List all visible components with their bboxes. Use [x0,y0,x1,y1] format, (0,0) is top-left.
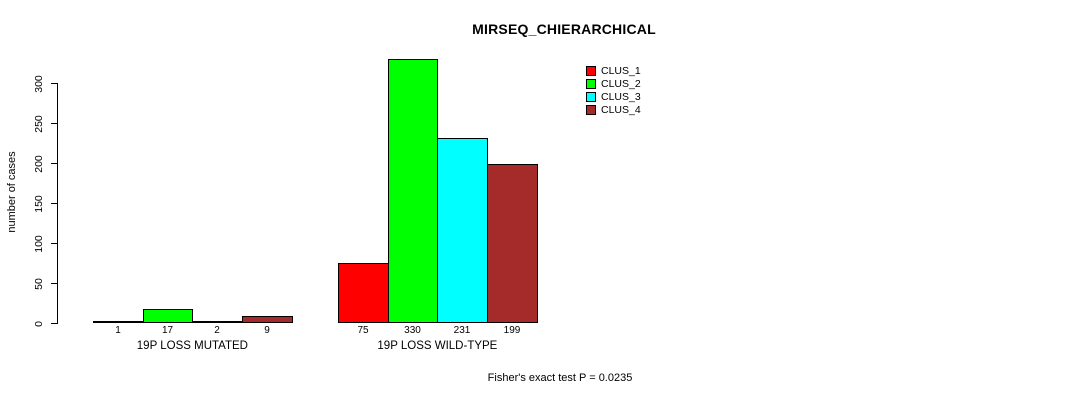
legend: CLUS_1 CLUS_2 CLUS_3 CLUS_4 [586,64,641,116]
legend-swatch [586,78,596,89]
y-tick-label: 250 [33,114,45,133]
bar-value-label: 199 [503,325,521,336]
y-tick-label: 150 [33,194,45,213]
bar-value-label: 1 [115,325,121,336]
legend-swatch [586,104,596,115]
legend-item: CLUS_4 [586,103,641,116]
y-axis-line [57,83,58,324]
legend-swatch [586,65,596,76]
bar-clus-3-group1 [192,321,243,323]
x-category-label: 19P LOSS MUTATED [136,340,248,352]
y-tick-label: 50 [33,277,45,290]
fisher-test-annotation: Fisher's exact test P = 0.0235 [487,372,633,384]
bar-value-label: 75 [357,325,369,336]
y-tick-label: 300 [33,74,45,93]
y-tick-label: 200 [33,154,45,173]
bar-clus-3-group2 [437,138,488,323]
chart-title: MIRSEQ_CHIERARCHICAL [472,21,656,37]
bar-clus-2-group1 [143,309,193,323]
bar-clus-4-group2 [487,164,538,323]
bar-value-label: 2 [214,325,220,336]
bar-value-label: 330 [404,325,421,336]
legend-item: CLUS_2 [586,77,641,90]
y-tick [51,163,57,164]
bar-clus-1-group1 [93,321,144,323]
legend-swatch [586,91,596,102]
legend-label: CLUS_2 [601,77,641,90]
y-tick-label: 100 [33,234,45,253]
bar-clus-1-group2 [338,263,389,323]
y-tick [51,283,57,284]
y-tick-label: 0 [33,320,45,327]
y-tick [51,243,57,244]
y-tick [51,83,57,84]
y-tick [51,123,57,124]
bar-value-label: 17 [161,325,174,336]
legend-item: CLUS_3 [586,90,641,103]
legend-label: CLUS_1 [601,64,641,77]
bar-value-label: 9 [264,325,270,336]
legend-label: CLUS_3 [601,90,641,103]
legend-label: CLUS_4 [601,103,641,116]
bar-value-label: 231 [453,325,471,336]
bar-clus-4-group1 [242,316,293,323]
y-tick [51,323,57,324]
y-axis-label: number of cases [6,151,18,233]
bar-clus-2-group2 [388,59,438,323]
legend-item: CLUS_1 [586,64,641,77]
y-tick [51,203,57,204]
x-category-label: 19P LOSS WILD-TYPE [377,340,498,352]
